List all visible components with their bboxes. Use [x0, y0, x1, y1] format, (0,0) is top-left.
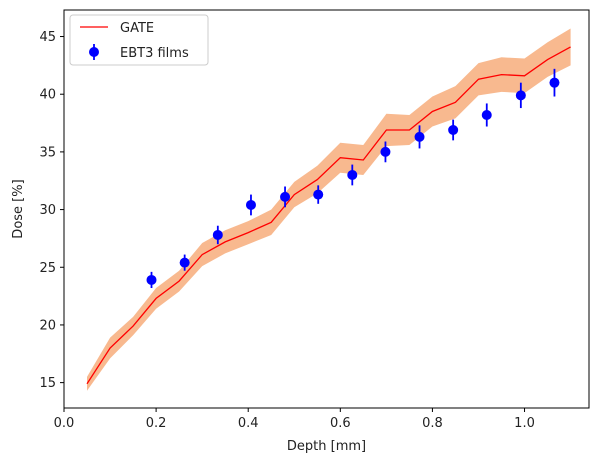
y-tick-label: 20: [39, 318, 56, 333]
ebt3-data-point: [347, 170, 357, 180]
ebt3-data-point: [213, 230, 223, 240]
ebt3-data-point: [482, 110, 492, 120]
ebt3-data-point: [415, 132, 425, 142]
ebt3-data-point: [313, 190, 323, 200]
y-tick-label: 35: [39, 145, 56, 160]
ebt3-data-point: [280, 192, 290, 202]
gate-uncertainty-band-layer: [87, 29, 571, 391]
x-tick-label: 1.0: [514, 416, 535, 431]
gate-uncertainty-band: [87, 29, 571, 391]
y-axis-ticks: 15 20 25 30 35 40 45: [39, 30, 64, 391]
x-tick-label: 0.6: [330, 416, 351, 431]
y-axis-label: Dose [%]: [11, 179, 26, 238]
x-axis-label: Depth [mm]: [287, 439, 366, 454]
x-tick-label: 0.4: [238, 416, 259, 431]
legend-ebt3-label: EBT3 films: [120, 46, 189, 61]
x-axis-ticks: 0.0 0.2 0.4 0.6 0.8 1.0: [54, 408, 535, 431]
legend: GATE EBT3 films: [70, 15, 208, 65]
ebt3-data-point: [246, 200, 256, 210]
ebt3-data-point: [380, 147, 390, 157]
y-tick-label: 30: [39, 203, 56, 218]
ebt3-data-point: [516, 90, 526, 100]
y-tick-label: 25: [39, 261, 56, 276]
x-tick-label: 0.0: [54, 416, 75, 431]
y-tick-label: 45: [39, 30, 56, 45]
x-tick-label: 0.8: [422, 416, 443, 431]
y-tick-label: 40: [39, 88, 56, 103]
gate-series-line: [87, 47, 571, 384]
legend-ebt3-marker-swatch: [89, 47, 99, 57]
ebt3-data-point: [549, 78, 559, 88]
ebt3-data-point: [180, 258, 190, 268]
ebt3-data-point: [147, 275, 157, 285]
gate-line-layer: [87, 47, 571, 384]
x-tick-label: 0.2: [146, 416, 167, 431]
ebt3-data-point: [448, 125, 458, 135]
y-tick-label: 15: [39, 376, 56, 391]
legend-gate-label: GATE: [120, 21, 154, 36]
